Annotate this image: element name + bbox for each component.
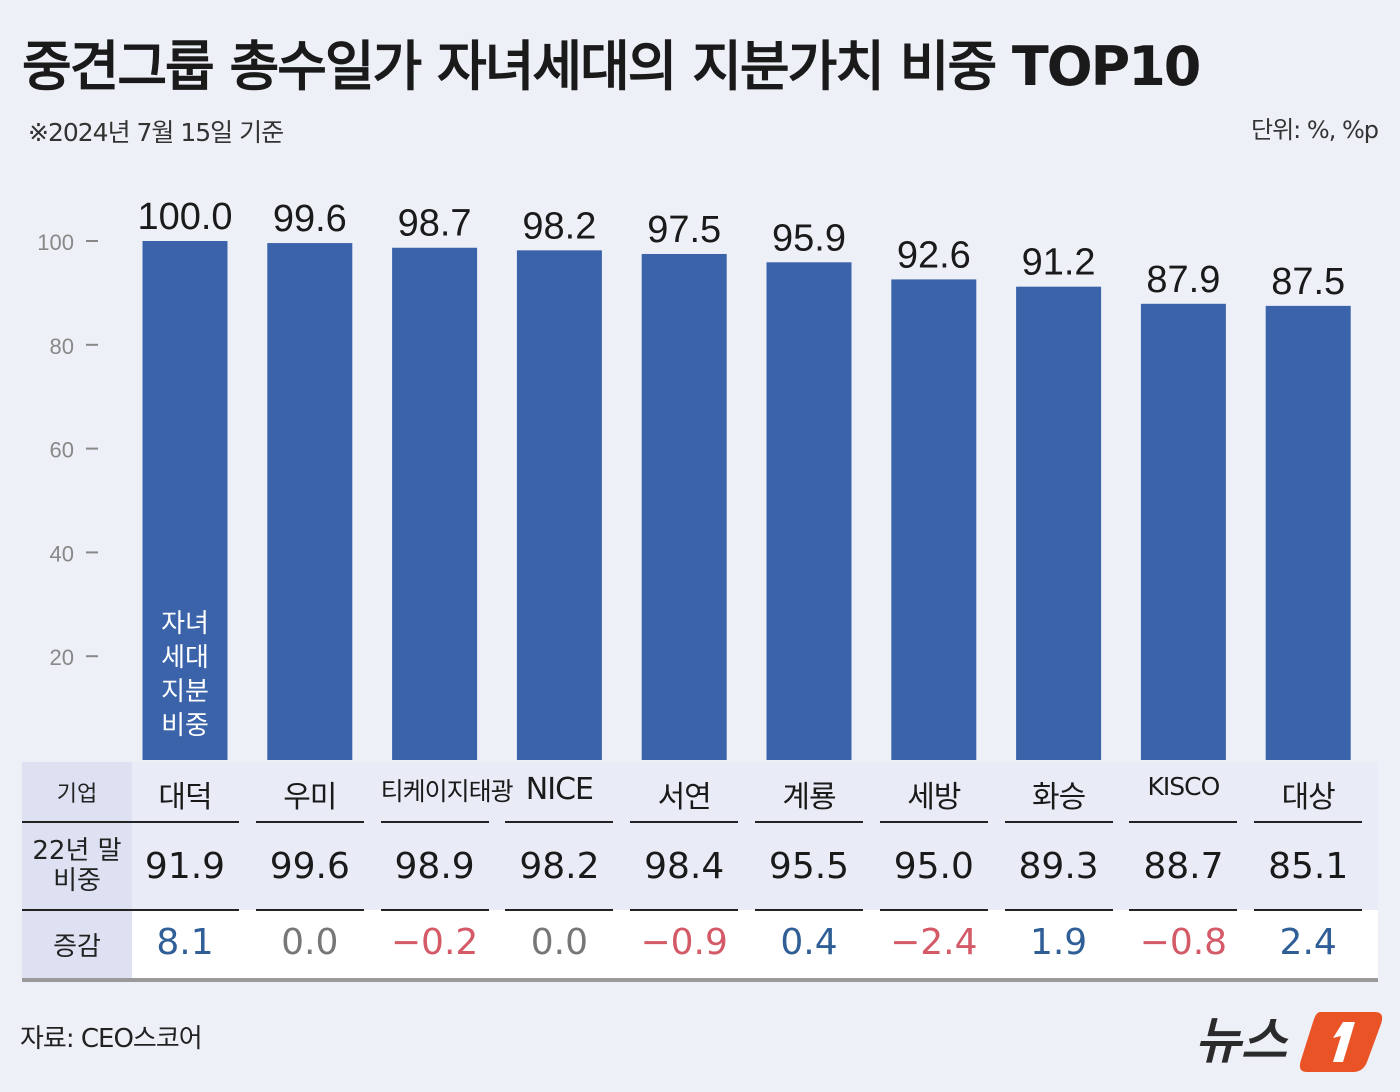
divider	[1004, 909, 1113, 911]
company-name: NICE	[525, 772, 594, 807]
prev-share-value: 98.9	[394, 846, 475, 887]
divider	[755, 821, 863, 823]
divider	[630, 821, 739, 823]
bar-화승	[1016, 286, 1102, 760]
change-value: 0.0	[281, 922, 339, 963]
bar-KISCO	[1140, 303, 1226, 760]
change-value: −2.4	[890, 922, 978, 963]
data-label: 99.6	[273, 198, 347, 240]
bar-티케이지태광	[392, 247, 478, 760]
bar-NICE	[516, 250, 602, 761]
bar-annotation: 비중	[161, 711, 209, 741]
prev-share-value: 98.2	[519, 846, 600, 887]
divider	[255, 909, 364, 911]
company-name: 티케이지태광	[380, 777, 514, 806]
y-tick-label: 20	[50, 645, 74, 670]
news1-logo: 뉴스	[1195, 1000, 1385, 1079]
divider	[755, 909, 863, 911]
company-name: 대상	[1281, 780, 1336, 815]
change-value: 0.4	[780, 922, 838, 963]
chart-title: 중견그룹 총수일가 자녀세대의 지분가치 비중 TOP10	[22, 35, 1201, 98]
change-value: 1.9	[1029, 922, 1088, 963]
data-label: 97.5	[647, 209, 721, 251]
divider	[879, 909, 988, 911]
data-label: 91.2	[1022, 242, 1096, 284]
divider	[380, 909, 489, 911]
change-value: −0.8	[1139, 922, 1228, 963]
change-value: 8.1	[156, 922, 214, 963]
prev-share-value: 99.6	[269, 846, 350, 887]
bar-chart: 20 40 60 80 100 100.0 99.6 98.7 98.2 97.5 95.9 92.6…	[37, 196, 1351, 761]
data-label: 92.6	[897, 234, 971, 276]
table-bg-top	[22, 762, 1378, 910]
bar-annotation: 지분	[161, 677, 209, 707]
company-name: 화승	[1031, 780, 1086, 815]
company-name: 서연	[657, 780, 712, 815]
y-tick-label: 100	[37, 230, 74, 255]
data-label: 100.0	[137, 196, 232, 238]
divider	[380, 821, 489, 823]
table-bg-change	[22, 910, 1378, 978]
prev-share-value: 85.1	[1268, 846, 1349, 887]
row-header-change: 증감	[22, 910, 132, 978]
change-value: 2.4	[1279, 922, 1337, 963]
data-label: 95.9	[772, 217, 846, 259]
change-value: −0.9	[640, 922, 728, 963]
bar-대덕	[142, 241, 228, 760]
row-header-company: 기업	[22, 762, 132, 822]
divider	[131, 821, 239, 823]
prev-share-value: 88.7	[1143, 846, 1224, 887]
change-value: 0.0	[530, 922, 589, 963]
divider	[1254, 821, 1363, 823]
company-name: KISCO	[1147, 772, 1221, 801]
y-tick-label: 80	[50, 334, 74, 359]
divider	[22, 909, 132, 911]
divider	[1254, 909, 1363, 911]
svg-text:뉴스: 뉴스	[1195, 1012, 1289, 1070]
table-bottom-rule	[22, 978, 1378, 982]
change-value: −0.2	[390, 922, 479, 963]
data-label: 87.5	[1271, 261, 1345, 303]
y-tick-label: 40	[50, 541, 74, 566]
data-label: 98.7	[398, 203, 472, 245]
bar-대상	[1265, 305, 1351, 760]
divider	[505, 821, 614, 823]
company-name: 대덕	[158, 780, 212, 815]
divider	[255, 821, 364, 823]
data-label: 87.9	[1146, 259, 1220, 301]
prev-share-value: 98.4	[644, 846, 725, 887]
chart-subtitle: ※2024년 7월 15일 기준	[28, 118, 284, 147]
data-label: 98.2	[522, 205, 596, 247]
unit-label: 단위: %, %p	[1251, 116, 1379, 144]
company-name: 계룡	[782, 780, 836, 815]
bar-계룡	[766, 262, 852, 760]
divider	[1129, 909, 1238, 911]
row-header-prev-share: 22년 말 비중	[22, 822, 132, 910]
bar-서연	[641, 253, 727, 760]
divider	[630, 909, 739, 911]
bar-annotation: 자녀	[161, 609, 209, 639]
prev-share-value: 91.9	[144, 846, 226, 887]
y-tick-label: 60	[50, 438, 74, 463]
company-name: 우미	[283, 780, 337, 815]
prev-share-value: 89.3	[1018, 846, 1099, 887]
bar-우미	[267, 243, 353, 761]
company-name: 세방	[907, 780, 961, 815]
bar-annotation: 세대	[161, 643, 209, 673]
prev-share-value: 95.5	[768, 846, 850, 887]
divider	[1004, 821, 1113, 823]
prev-share-value: 95.0	[893, 846, 974, 887]
divider	[22, 821, 132, 823]
divider	[879, 821, 988, 823]
divider	[131, 909, 239, 911]
bar-세방	[891, 279, 977, 760]
divider	[1129, 821, 1238, 823]
divider	[505, 909, 614, 911]
source-label: 자료: CEO스코어	[20, 1024, 203, 1054]
